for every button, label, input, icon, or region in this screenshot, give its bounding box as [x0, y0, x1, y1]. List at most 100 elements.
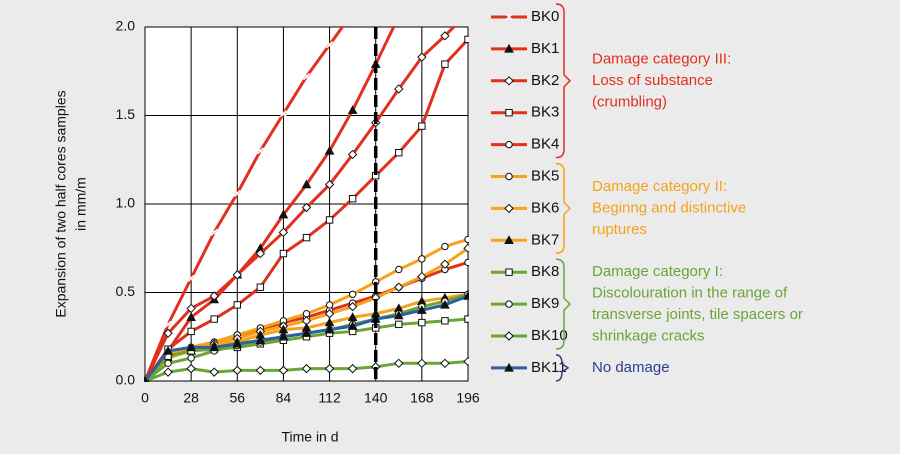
marker	[233, 301, 241, 309]
marker	[232, 338, 243, 348]
group-label: (crumbling)	[592, 93, 667, 110]
marker	[324, 324, 335, 334]
legend-label: BK10	[531, 327, 568, 344]
marker	[463, 291, 469, 300]
legend-marker	[504, 203, 514, 214]
marker	[302, 72, 311, 81]
marker	[395, 320, 403, 329]
plot-frame	[144, 26, 469, 382]
marker	[164, 320, 172, 328]
legend-label: BK7	[531, 231, 559, 248]
x-tick-label: 140	[364, 390, 388, 406]
marker	[186, 312, 196, 321]
legend-marker	[505, 300, 513, 308]
marker	[464, 35, 469, 44]
y-tick-label: 0.5	[116, 283, 136, 299]
marker	[255, 335, 266, 344]
marker	[441, 317, 449, 325]
x-tick-label: 168	[410, 390, 434, 406]
marker	[441, 242, 449, 251]
marker	[440, 299, 450, 309]
marker	[464, 258, 469, 267]
marker	[163, 367, 173, 377]
marker	[255, 365, 266, 376]
marker	[417, 271, 427, 282]
marker	[301, 328, 312, 337]
legend-marker	[505, 268, 513, 276]
marker	[464, 315, 469, 323]
legend-label: BK5	[531, 167, 559, 184]
marker	[163, 328, 173, 338]
marker	[418, 255, 426, 263]
marker	[394, 84, 404, 94]
group-bracket	[555, 354, 570, 382]
marker	[347, 105, 358, 114]
marker	[326, 41, 334, 49]
marker	[417, 305, 427, 314]
marker	[324, 145, 335, 155]
marker	[440, 259, 450, 269]
x-tick-label: 28	[183, 390, 199, 406]
marker	[233, 189, 241, 197]
group-label: Beginng and distinctive	[592, 199, 746, 216]
marker	[232, 365, 242, 376]
legend-marker	[504, 235, 514, 244]
marker	[440, 31, 450, 41]
marker	[325, 216, 334, 224]
series-line	[144, 26, 396, 382]
group-label: Damage category III:	[592, 50, 731, 67]
legend-label: BK11	[531, 359, 567, 376]
marker	[440, 358, 450, 369]
marker	[441, 60, 449, 68]
marker	[418, 122, 426, 130]
x-tick-label: 0	[141, 390, 149, 406]
marker	[463, 243, 469, 253]
marker	[278, 365, 289, 376]
x-axis-title: Time in d	[281, 429, 338, 445]
marker	[279, 249, 288, 258]
group-label: Loss of substance	[592, 72, 713, 89]
legend-label: BK3	[531, 104, 559, 121]
marker	[163, 345, 173, 355]
legend-label: BK2	[531, 72, 559, 89]
group-label: Damage category I:	[592, 263, 723, 280]
marker	[301, 202, 312, 213]
y-axis-title: in mm/m	[73, 177, 89, 231]
marker	[187, 354, 195, 362]
legend-marker	[504, 43, 514, 53]
legend: BK0 BK1 BK2 BK3 BK4 BK5 BK6 BK7 BK8 BK9 BK10 BK11 Da…	[491, 3, 803, 382]
marker	[347, 149, 358, 160]
marker	[301, 179, 312, 189]
y-tick-label: 2.0	[116, 18, 136, 34]
y-tick-label: 1.0	[116, 195, 136, 211]
marker	[347, 301, 358, 312]
marker	[278, 227, 289, 238]
legend-label: BK4	[531, 136, 559, 153]
marker	[347, 321, 358, 330]
group-label: Discolouration in the range of	[592, 284, 788, 301]
marker	[394, 358, 404, 369]
legend-marker	[504, 362, 514, 372]
marker	[417, 358, 427, 369]
marker	[209, 342, 220, 352]
marker	[324, 363, 335, 374]
group-label: No damage	[592, 359, 670, 376]
marker	[301, 363, 312, 374]
group-bracket	[555, 3, 572, 159]
y-tick-label: 1.5	[116, 106, 136, 122]
marker	[394, 282, 404, 292]
x-tick-label: 112	[318, 390, 341, 406]
marker	[210, 228, 218, 236]
x-tick-label: 56	[229, 390, 245, 406]
group-label: shrinkage cracks	[592, 327, 705, 344]
marker	[395, 12, 403, 19]
legend-marker	[504, 331, 514, 341]
group-bracket	[555, 162, 572, 255]
legend-marker	[505, 172, 513, 181]
x-tick-label: 84	[276, 390, 292, 406]
marker	[209, 367, 219, 377]
y-axis-title: Expansion of two half cores samples	[53, 90, 69, 317]
marker	[256, 147, 264, 155]
marker	[347, 312, 358, 321]
